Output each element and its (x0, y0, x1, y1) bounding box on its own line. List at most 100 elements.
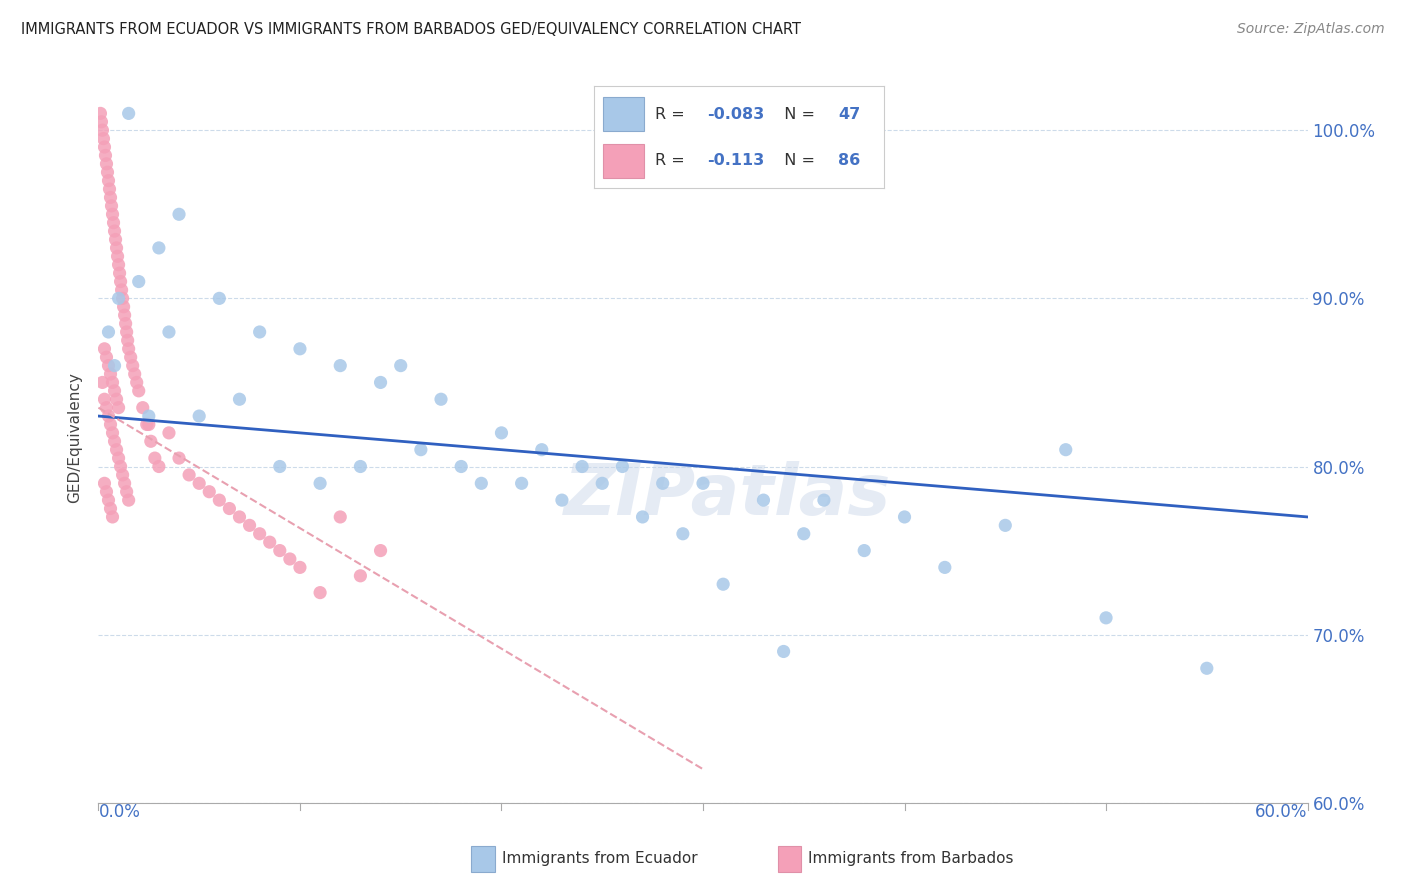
Point (571, 459, 593, 474)
Point (96, 484, 118, 499)
Point (107, 401, 129, 415)
Point (138, 417, 160, 432)
Point (893, 510, 915, 524)
Point (208, 291, 231, 305)
Point (111, 291, 134, 305)
Y-axis label: GED/Equivalency: GED/Equivalency (67, 372, 83, 502)
Point (228, 510, 250, 524)
Point (93, 140, 115, 154)
Point (105, 241, 128, 255)
Point (96, 157, 118, 171)
Point (111, 467, 134, 482)
Point (91, 376, 114, 390)
Text: 60.0%: 60.0% (1256, 803, 1308, 821)
Point (309, 476, 332, 491)
Text: ZIPatlas: ZIPatlas (564, 461, 891, 530)
Point (117, 334, 139, 348)
Point (430, 392, 453, 407)
Point (772, 644, 794, 658)
Point (278, 552, 301, 566)
Point (259, 535, 281, 549)
Point (101, 425, 124, 440)
Point (110, 459, 132, 474)
Point (198, 484, 221, 499)
Point (97, 493, 120, 508)
Point (269, 543, 291, 558)
Point (107, 249, 129, 263)
Point (135, 417, 157, 432)
Point (132, 401, 155, 415)
Point (97, 409, 120, 423)
Point (631, 510, 654, 524)
Point (115, 325, 138, 339)
Point (100, 190, 122, 204)
Point (125, 376, 148, 390)
Point (120, 350, 142, 364)
Point (96, 401, 118, 415)
Text: 0.0%: 0.0% (98, 803, 141, 821)
Point (179, 467, 201, 482)
Point (108, 266, 131, 280)
Point (100, 501, 122, 516)
Point (103, 434, 125, 449)
Point (288, 560, 311, 574)
Point (114, 308, 136, 322)
Point (118, 342, 141, 356)
Point (651, 476, 673, 491)
Point (370, 543, 392, 558)
Point (104, 233, 127, 247)
Point (118, 493, 141, 508)
Point (309, 585, 332, 599)
Point (349, 459, 371, 474)
Point (103, 384, 125, 398)
Point (139, 434, 162, 449)
Point (491, 425, 513, 440)
Point (103, 216, 125, 230)
Point (1054, 442, 1077, 457)
Point (672, 526, 695, 541)
Point (148, 241, 170, 255)
Point (389, 359, 412, 373)
Point (208, 493, 231, 508)
Point (110, 275, 132, 289)
Point (107, 451, 129, 466)
Point (100, 367, 122, 381)
Point (711, 577, 734, 591)
Point (1195, 661, 1218, 675)
Point (138, 409, 160, 423)
Point (591, 476, 613, 491)
Point (128, 384, 150, 398)
Point (107, 258, 129, 272)
Point (107, 291, 129, 305)
Point (167, 451, 190, 466)
Point (239, 518, 262, 533)
Point (105, 392, 128, 407)
Point (97, 174, 120, 188)
Point (97, 359, 120, 373)
Point (157, 325, 180, 339)
Point (470, 476, 492, 491)
Point (115, 484, 138, 499)
Point (612, 459, 634, 474)
Point (96, 350, 118, 364)
Point (90, 115, 112, 129)
Point (188, 476, 211, 491)
Point (329, 359, 352, 373)
Point (101, 376, 124, 390)
Text: Immigrants from Ecuador: Immigrants from Ecuador (502, 852, 697, 866)
Point (249, 325, 271, 339)
Point (450, 459, 472, 474)
Point (97, 325, 120, 339)
Point (110, 283, 132, 297)
Text: IMMIGRANTS FROM ECUADOR VS IMMIGRANTS FROM BARBADOS GED/EQUIVALENCY CORRELATION : IMMIGRANTS FROM ECUADOR VS IMMIGRANTS FR… (21, 22, 801, 37)
Point (89, 106, 111, 120)
Point (114, 317, 136, 331)
Point (793, 526, 815, 541)
Point (114, 476, 136, 491)
Point (101, 207, 124, 221)
Point (269, 459, 291, 474)
Text: Source: ZipAtlas.com: Source: ZipAtlas.com (1237, 22, 1385, 37)
Point (934, 560, 956, 574)
Point (118, 106, 141, 120)
Point (93, 392, 115, 407)
